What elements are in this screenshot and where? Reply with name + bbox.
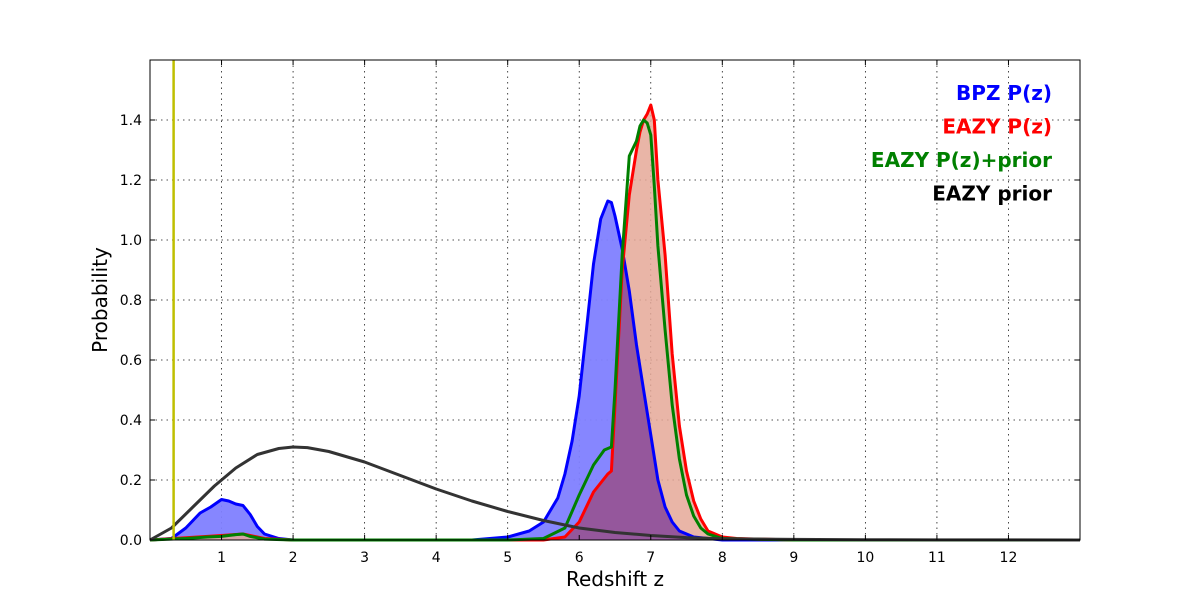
x-tick-label: 11 xyxy=(928,550,946,566)
x-tick-label: 6 xyxy=(575,550,584,566)
x-tick-label: 7 xyxy=(646,550,655,566)
y-tick-label: 0.6 xyxy=(120,353,142,369)
x-tick-label: 10 xyxy=(856,550,874,566)
tick-layer: 1 2 3 4 5 6 7 8 9 10 11 120.00.20.40.60.81.01.21.4 xyxy=(120,60,1080,566)
y-tick-label: 1.2 xyxy=(120,173,142,189)
bpz-eazy-overlap-area xyxy=(543,257,737,540)
y-tick-label: 0.4 xyxy=(120,413,142,429)
legend-entry-eazy: EAZY P(z) xyxy=(942,115,1052,139)
eazy-p-z-prior-line xyxy=(149,118,1080,542)
x-tick-label: 12 xyxy=(1000,550,1018,566)
y-tick-label: 0.8 xyxy=(120,293,142,309)
y-tick-label: 1.0 xyxy=(120,233,142,249)
x-tick-label: 8 xyxy=(718,550,727,566)
x-tick-label: 4 xyxy=(432,550,441,566)
legend-entry-eazy-prior-combined: EAZY P(z)+prior xyxy=(871,148,1052,172)
bpz-p-z-line xyxy=(149,199,1080,542)
x-tick-label: 9 xyxy=(789,550,798,566)
x-tick-label: 1 xyxy=(217,550,226,566)
y-tick-label: 1.4 xyxy=(120,113,142,129)
y-tick-label: 0.2 xyxy=(120,473,142,489)
legend: BPZ P(z) EAZY P(z) EAZY P(z)+prior EAZY … xyxy=(871,81,1052,206)
line-layer xyxy=(149,60,1081,542)
x-tick-label: 5 xyxy=(503,550,512,566)
y-axis-label: Probability xyxy=(88,247,112,353)
x-tick-label: 3 xyxy=(360,550,369,566)
x-tick-label: 2 xyxy=(289,550,298,566)
legend-entry-bpz: BPZ P(z) xyxy=(956,81,1052,105)
legend-entry-eazy-prior: EAZY prior xyxy=(932,182,1052,206)
eazy-prior-line xyxy=(149,445,1081,542)
x-axis-label: Redshift z xyxy=(566,567,664,591)
y-tick-label: 0.0 xyxy=(120,533,142,549)
